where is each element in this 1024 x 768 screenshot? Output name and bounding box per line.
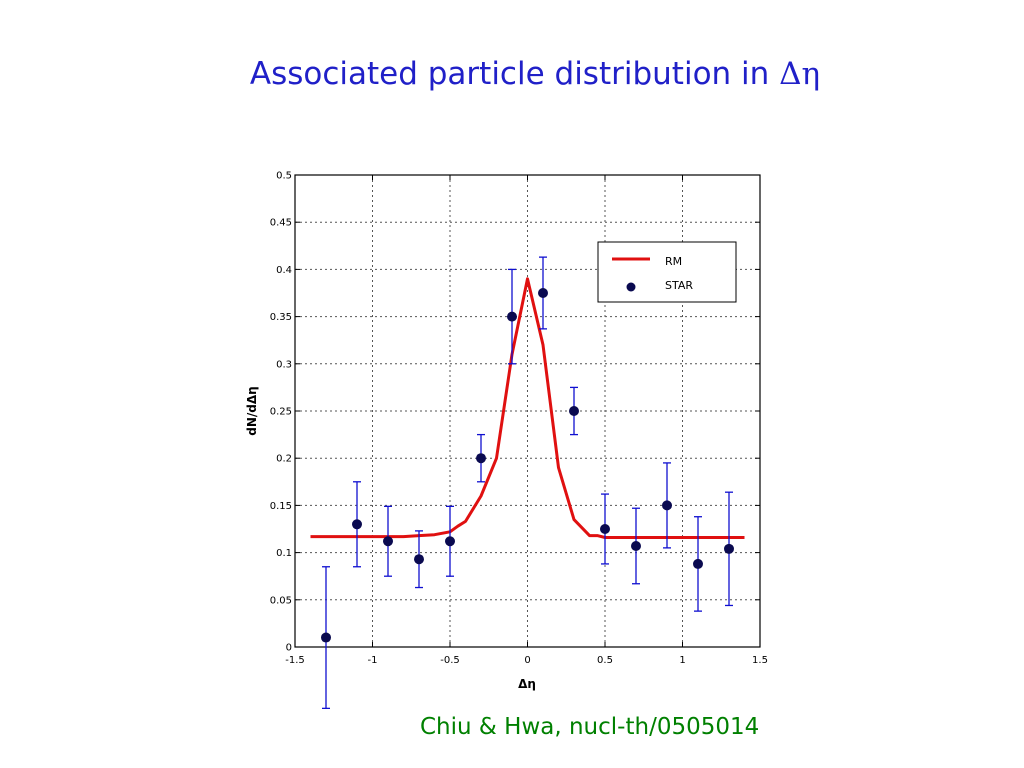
data-point — [693, 558, 703, 569]
y-tick-label: 0.05 — [270, 595, 292, 606]
data-point — [631, 540, 641, 551]
x-tick-label: 0 — [524, 655, 530, 666]
data-point — [662, 500, 672, 511]
x-tick-label: 1.5 — [752, 655, 768, 666]
data-point — [414, 554, 424, 565]
data-point — [352, 519, 362, 530]
citation: Chiu & Hwa, nucl-th/0505014 — [420, 714, 760, 740]
legend-label-data: STAR — [665, 279, 693, 292]
y-tick-label: 0.35 — [270, 312, 292, 323]
y-axis-label: dN/dΔη — [245, 386, 259, 435]
x-ticks: -1.5 -1 -0.5 0 0.5 1 1.5 — [285, 175, 768, 666]
x-tick-label: -0.5 — [440, 655, 460, 666]
y-tick-label: 0.4 — [276, 265, 292, 276]
grid — [295, 175, 760, 647]
y-tick-label: 0 — [286, 643, 292, 654]
data-point — [538, 288, 548, 298]
y-tick-label: 0.15 — [270, 501, 292, 512]
y-tick-label: 0.2 — [276, 454, 292, 465]
x-axis-label: Δη — [518, 677, 536, 691]
slide-title-text: Associated particle distribution in — [249, 56, 780, 92]
legend: RM STAR — [597, 241, 737, 303]
legend-box — [597, 241, 737, 303]
data-point — [321, 632, 331, 643]
data-point — [600, 524, 610, 534]
x-tick-label: 0.5 — [597, 655, 613, 666]
x-tick-label: 1 — [679, 655, 685, 666]
data-point — [507, 311, 517, 322]
y-tick-label: 0.45 — [270, 218, 292, 229]
legend-point-swatch — [626, 282, 636, 292]
y-tick-label: 0.1 — [276, 548, 292, 559]
data-point — [476, 453, 486, 464]
y-tick-label: 0.25 — [270, 407, 292, 418]
data-point — [383, 536, 393, 547]
y-tick-label: 0.5 — [276, 171, 292, 182]
data-point — [724, 543, 734, 554]
data-point — [569, 406, 579, 416]
data-point — [445, 536, 455, 547]
legend-label-model: RM — [665, 255, 682, 268]
data-series — [321, 256, 734, 710]
slide-title-symbol: Δη — [779, 56, 821, 92]
x-tick-label: -1.5 — [285, 655, 305, 666]
slide-title: Associated particle distribution in Δη — [0, 56, 1024, 92]
y-ticks: 0 0.05 0.1 0.15 0.2 0.25 0.3 0.35 0.4 0.45 0.5 — [270, 171, 760, 654]
x-tick-label: -1 — [368, 655, 378, 666]
y-tick-label: 0.3 — [276, 359, 292, 370]
